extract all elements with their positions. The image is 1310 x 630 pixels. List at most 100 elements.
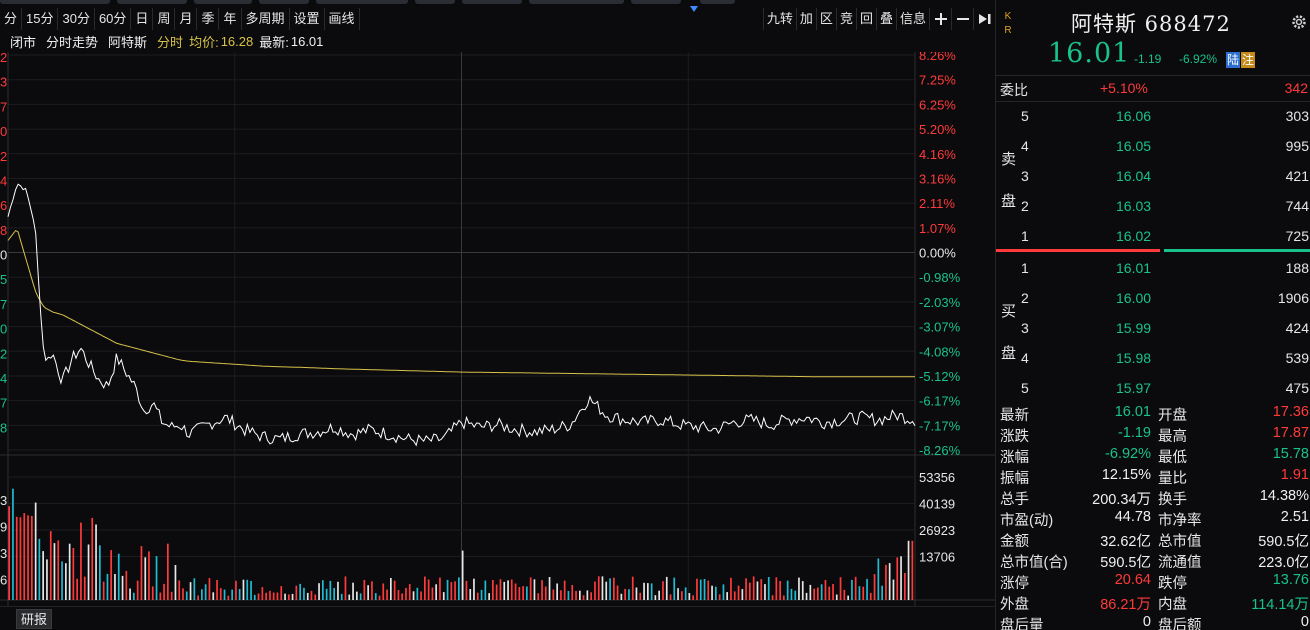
volume-bar bbox=[575, 590, 577, 600]
volume-bar bbox=[340, 593, 343, 600]
pct-tick-label: -3.07% bbox=[919, 320, 961, 335]
intraday-chart[interactable]: 8.26% 7.25% 6.25% 5.20% 4.16% 3.16% 2.11% 1.07%… bbox=[0, 52, 995, 607]
draw-line-button[interactable]: 画线 bbox=[325, 8, 360, 30]
nine-turn-button[interactable]: 九转 bbox=[762, 8, 796, 30]
volume-bar bbox=[835, 594, 838, 600]
auction-button[interactable]: 竞 bbox=[835, 8, 856, 30]
top-tab[interactable] bbox=[415, 0, 455, 4]
level-price: 16.00 bbox=[1116, 290, 1152, 306]
pct-tick-label: 2.11% bbox=[919, 196, 955, 211]
top-tab[interactable] bbox=[0, 0, 110, 4]
period-year[interactable]: 年 bbox=[219, 8, 242, 30]
volume-bar bbox=[832, 584, 834, 600]
volume-bar bbox=[19, 517, 22, 600]
volume-bar bbox=[129, 588, 131, 600]
info-button[interactable]: 信息 bbox=[895, 8, 929, 30]
buy-level-4[interactable]: 4 15.98 539 bbox=[996, 350, 1310, 370]
volume-bar bbox=[363, 579, 366, 600]
period-1min[interactable]: 分 bbox=[0, 8, 23, 30]
buy-level-2[interactable]: 2 16.00 1906 bbox=[996, 290, 1310, 310]
stat-label: 金额 bbox=[1000, 534, 1029, 550]
volume-bar bbox=[420, 591, 422, 600]
stat-label: 最低 bbox=[1158, 450, 1187, 466]
volume-bar bbox=[257, 593, 260, 600]
volume-bar bbox=[65, 563, 67, 600]
buy-level-5[interactable]: 5 15.97 475 bbox=[996, 380, 1310, 400]
plus-icon[interactable] bbox=[929, 8, 951, 30]
volume-bar bbox=[488, 593, 490, 600]
buy-level-3[interactable]: 3 15.99 424 bbox=[996, 320, 1310, 340]
volume-bar bbox=[174, 565, 177, 600]
volume-bar bbox=[718, 594, 721, 600]
volume-bar bbox=[117, 553, 120, 600]
avg-price-line bbox=[7, 229, 915, 378]
level-number: 3 bbox=[1021, 168, 1029, 184]
buy-side-label: 盘 bbox=[1001, 345, 1017, 362]
minus-icon[interactable] bbox=[951, 8, 973, 30]
stat-value: 15.78 bbox=[1272, 446, 1309, 462]
stat-value: 590.5亿 bbox=[1100, 555, 1151, 571]
volume-bar bbox=[242, 579, 245, 600]
level-price: 15.98 bbox=[1116, 350, 1152, 366]
level-price: 16.06 bbox=[1116, 108, 1152, 124]
left-tick-fragment: 2 bbox=[0, 346, 7, 361]
top-tab[interactable] bbox=[117, 0, 187, 4]
replay-button[interactable]: 回 bbox=[855, 8, 876, 30]
stat-value: 17.87 bbox=[1272, 425, 1309, 441]
volume-bar bbox=[197, 595, 199, 600]
period-quarter[interactable]: 季 bbox=[197, 8, 220, 30]
pct-tick-label: 8.26% bbox=[919, 52, 956, 63]
period-30min[interactable]: 30分 bbox=[58, 8, 95, 30]
top-tab[interactable] bbox=[529, 0, 624, 4]
volume-bar bbox=[31, 516, 33, 600]
volume-bar bbox=[760, 579, 763, 600]
volume-bar bbox=[563, 580, 566, 600]
overlay-button[interactable]: 叠 bbox=[875, 8, 896, 30]
multi-period-button[interactable]: 多周期 bbox=[242, 8, 290, 30]
sell-level-5[interactable]: 5 16.06 303 bbox=[996, 108, 1310, 128]
left-volume-fragment: 6 bbox=[0, 573, 7, 588]
sell-level-3[interactable]: 3 16.04 421 bbox=[996, 168, 1310, 188]
stat-value: 86.21万 bbox=[1100, 597, 1151, 613]
period-60min[interactable]: 60分 bbox=[95, 8, 132, 30]
top-tab[interactable] bbox=[316, 0, 408, 4]
volume-bar bbox=[745, 578, 747, 600]
chart-name: 分时走势 bbox=[46, 34, 99, 50]
top-tab[interactable] bbox=[194, 0, 252, 4]
top-tab[interactable] bbox=[259, 0, 309, 4]
volume-bar bbox=[352, 582, 354, 600]
volume-bar bbox=[620, 593, 623, 600]
left-volume-fragment: 3 bbox=[0, 493, 7, 508]
volume-bar bbox=[390, 578, 392, 600]
play-end-icon[interactable] bbox=[973, 8, 995, 30]
range-button[interactable]: 区 bbox=[815, 8, 836, 30]
gear-icon[interactable] bbox=[1290, 13, 1308, 34]
sell-side-label: 盘 bbox=[1001, 193, 1017, 210]
level-number: 4 bbox=[1021, 138, 1029, 154]
volume-bar bbox=[469, 589, 472, 600]
period-week[interactable]: 周 bbox=[153, 8, 176, 30]
research-report-tab[interactable]: 研报 bbox=[16, 609, 53, 629]
add-button[interactable]: 加 bbox=[795, 8, 816, 30]
sell-level-2[interactable]: 2 16.03 744 bbox=[996, 198, 1310, 218]
period-15min[interactable]: 15分 bbox=[22, 8, 59, 30]
stats-row: 总市值(合) 590.5亿 流通值 223.0亿 bbox=[996, 551, 1310, 572]
top-tab[interactable] bbox=[462, 0, 522, 4]
volume-bar bbox=[809, 584, 812, 600]
connect-badge: 陆 bbox=[1226, 52, 1241, 68]
buy-level-1[interactable]: 1 16.01 188 bbox=[996, 260, 1310, 280]
stat-label: 振幅 bbox=[1000, 471, 1029, 487]
volume-bar bbox=[431, 587, 434, 600]
volume-bar bbox=[46, 559, 48, 600]
sell-level-1[interactable]: 1 16.02 725 bbox=[996, 228, 1310, 248]
top-tab[interactable] bbox=[700, 0, 735, 4]
volume-bar bbox=[828, 586, 831, 600]
stat-value: 32.62亿 bbox=[1100, 534, 1151, 550]
period-month[interactable]: 月 bbox=[175, 8, 198, 30]
top-tab[interactable] bbox=[631, 0, 681, 4]
settings-button[interactable]: 设置 bbox=[290, 8, 325, 30]
stats-row: 总手 200.34万 换手 14.38% bbox=[996, 488, 1310, 509]
volume-bar bbox=[424, 576, 426, 600]
sell-level-4[interactable]: 4 16.05 995 bbox=[996, 138, 1310, 158]
period-day[interactable]: 日 bbox=[131, 8, 154, 30]
